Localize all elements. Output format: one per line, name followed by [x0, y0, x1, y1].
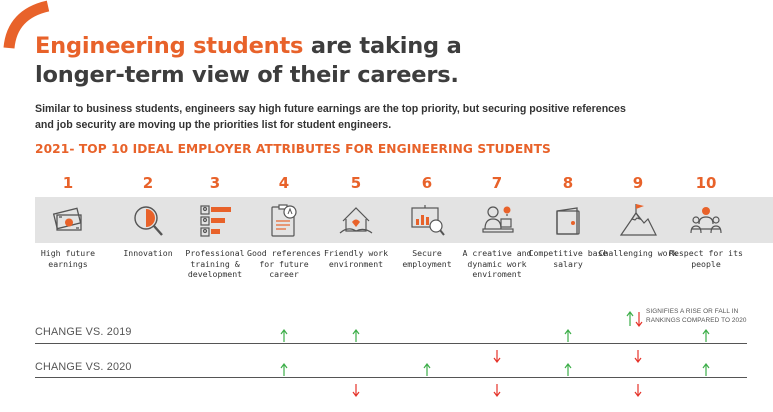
- rank-number: 9: [632, 174, 644, 192]
- attribute-label: Competitive base salary: [528, 248, 608, 269]
- legend-line-1: SIGNIFIES A RISE OR FALL IN: [646, 308, 739, 315]
- change-2020-line: [35, 377, 747, 378]
- fall-arrow-icon: [635, 312, 643, 327]
- rank-number: 1: [62, 174, 74, 192]
- rank-number: 7: [491, 174, 503, 192]
- rise-arrow-icon: [280, 329, 288, 342]
- reference-document-icon: [262, 199, 306, 243]
- rank-number: 3: [209, 174, 221, 192]
- subtitle: Similar to business students, engineers …: [35, 103, 626, 131]
- magnifier-icon: [126, 199, 170, 243]
- attribute-label: Innovation: [123, 248, 173, 258]
- change-2019-label: CHANGE VS. 2019: [35, 326, 132, 338]
- page-title: Engineering students are taking a longer…: [35, 32, 462, 90]
- attribute-label: Challenging work: [598, 248, 678, 258]
- rise-arrow-icon: [702, 329, 710, 342]
- presentation-icon: [405, 199, 449, 243]
- rank-number: 2: [142, 174, 154, 192]
- fall-arrow-icon: [493, 350, 501, 363]
- decorative-corner-arc: [3, 0, 50, 49]
- mountain-flag-icon: [616, 199, 660, 243]
- rise-arrow-icon: [280, 363, 288, 376]
- fall-arrow-icon: [634, 384, 642, 397]
- rank-row: 1 2 3 4 5 6 7 8 9 10: [30, 174, 760, 196]
- rise-arrow-icon: [564, 329, 572, 342]
- training-chart-icon: [193, 199, 237, 243]
- rise-arrow-icon: [626, 311, 634, 326]
- home-work-icon: [334, 199, 378, 243]
- title-rest: are taking a: [303, 33, 462, 59]
- attribute-label: Secure employment: [402, 248, 452, 269]
- legend-text: SIGNIFIES A RISE OR FALL IN RANKINGS COM…: [646, 308, 747, 325]
- attribute-label: High future earnings: [40, 248, 96, 269]
- title-highlight: Engineering students: [35, 33, 304, 59]
- rise-arrow-icon: [702, 363, 710, 376]
- legend-line-2: RANKINGS COMPARED TO 2020: [646, 316, 747, 324]
- attribute-label: Professional training & development: [185, 248, 245, 279]
- rank-number: 5: [350, 174, 362, 192]
- change-2020-label: CHANGE VS. 2020: [35, 361, 132, 373]
- fall-arrow-icon: [352, 384, 360, 397]
- attribute-label: Friendly work environment: [323, 248, 389, 269]
- change-2019-line: [35, 343, 747, 344]
- rank-number: 4: [278, 174, 290, 192]
- legend: SIGNIFIES A RISE OR FALL IN RANKINGS COM…: [626, 306, 773, 330]
- wallet-icon: [546, 199, 590, 243]
- title-line-2: longer-term view of their careers.: [35, 62, 459, 88]
- rank-number: 8: [562, 174, 574, 192]
- attribute-label: Respect for its people: [669, 248, 743, 269]
- attribute-label: A creative and dynamic work enviroment: [462, 248, 532, 279]
- money-icon: [46, 199, 90, 243]
- fall-arrow-icon: [493, 384, 501, 397]
- people-group-icon: [684, 199, 728, 243]
- attribute-label: Good references for future career: [247, 248, 321, 279]
- section-heading: 2021- TOP 10 IDEAL EMPLOYER ATTRIBUTES F…: [35, 142, 551, 156]
- creative-worker-icon: [475, 199, 519, 243]
- rise-arrow-icon: [423, 363, 431, 376]
- rise-arrow-icon: [352, 329, 360, 342]
- rise-arrow-icon: [564, 363, 572, 376]
- rank-number: 6: [421, 174, 433, 192]
- rank-number: 10: [695, 174, 717, 192]
- fall-arrow-icon: [634, 350, 642, 363]
